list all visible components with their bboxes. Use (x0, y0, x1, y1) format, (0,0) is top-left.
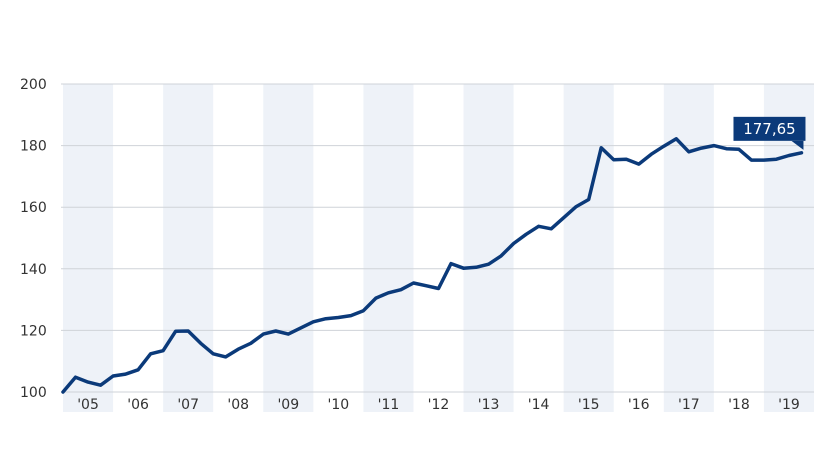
callout-pointer (791, 140, 804, 150)
x-tick-label: '13 (478, 397, 500, 413)
year-band (563, 84, 614, 412)
y-axis-tick-labels: 100 120 140 160 180 200 (20, 77, 47, 401)
x-tick-label: '15 (578, 397, 600, 413)
x-tick-label: '11 (378, 397, 400, 413)
x-tick-label: '12 (428, 397, 450, 413)
x-tick-label: '07 (177, 397, 199, 413)
x-tick-label: '08 (227, 397, 249, 413)
y-tick-label: 160 (20, 200, 47, 216)
year-band (463, 84, 514, 412)
x-tick-label: '17 (678, 397, 700, 413)
x-tick-label: '10 (328, 397, 350, 413)
year-band (63, 84, 114, 412)
y-tick-label: 100 (20, 385, 47, 401)
x-tick-label: '06 (127, 397, 149, 413)
last-value-callout: 177,65 (733, 116, 806, 150)
year-band (163, 84, 214, 412)
year-band (663, 84, 714, 412)
y-tick-label: 180 (20, 139, 47, 155)
y-tick-label: 140 (20, 262, 47, 278)
callout-label: 177,65 (743, 120, 796, 138)
x-axis-tick-labels: '05 '06 '07 '08 '09 '10 '11 '12 '13 '14 '15 '16 '17 '… (77, 397, 800, 413)
year-bands (63, 84, 814, 412)
x-tick-label: '05 (77, 397, 99, 413)
x-tick-label: '16 (628, 397, 650, 413)
year-band (363, 84, 414, 412)
callout-box (733, 116, 806, 141)
x-tick-label: '19 (778, 397, 800, 413)
y-tick-label: 120 (20, 323, 47, 339)
year-band (263, 84, 314, 412)
y-tick-label: 200 (20, 77, 47, 93)
x-tick-label: '18 (728, 397, 750, 413)
series-line (61, 137, 804, 394)
x-tick-label: '09 (277, 397, 299, 413)
x-tick-label: '14 (528, 397, 550, 413)
series-group (61, 137, 804, 394)
